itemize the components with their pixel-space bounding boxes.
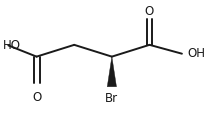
- Text: O: O: [145, 5, 154, 18]
- Text: HO: HO: [3, 39, 21, 52]
- Polygon shape: [107, 57, 117, 87]
- Text: Br: Br: [105, 92, 118, 105]
- Text: O: O: [32, 91, 41, 104]
- Text: OH: OH: [187, 47, 205, 60]
